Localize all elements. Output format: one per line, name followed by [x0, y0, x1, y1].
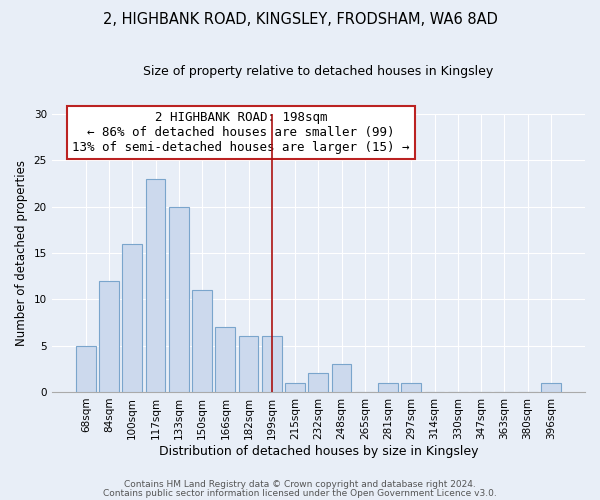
Bar: [169, 206, 188, 392]
Bar: [215, 327, 235, 392]
Bar: [308, 374, 328, 392]
Bar: [285, 382, 305, 392]
Bar: [262, 336, 282, 392]
X-axis label: Distribution of detached houses by size in Kingsley: Distribution of detached houses by size …: [158, 444, 478, 458]
Bar: [401, 382, 421, 392]
Bar: [192, 290, 212, 392]
Bar: [146, 179, 166, 392]
Bar: [332, 364, 352, 392]
Title: Size of property relative to detached houses in Kingsley: Size of property relative to detached ho…: [143, 65, 493, 78]
Bar: [76, 346, 95, 392]
Bar: [99, 280, 119, 392]
Y-axis label: Number of detached properties: Number of detached properties: [15, 160, 28, 346]
Text: Contains HM Land Registry data © Crown copyright and database right 2024.: Contains HM Land Registry data © Crown c…: [124, 480, 476, 489]
Bar: [541, 382, 561, 392]
Text: 2 HIGHBANK ROAD: 198sqm
← 86% of detached houses are smaller (99)
13% of semi-de: 2 HIGHBANK ROAD: 198sqm ← 86% of detache…: [72, 111, 410, 154]
Bar: [378, 382, 398, 392]
Bar: [122, 244, 142, 392]
Text: Contains public sector information licensed under the Open Government Licence v3: Contains public sector information licen…: [103, 488, 497, 498]
Bar: [239, 336, 259, 392]
Text: 2, HIGHBANK ROAD, KINGSLEY, FRODSHAM, WA6 8AD: 2, HIGHBANK ROAD, KINGSLEY, FRODSHAM, WA…: [103, 12, 497, 28]
